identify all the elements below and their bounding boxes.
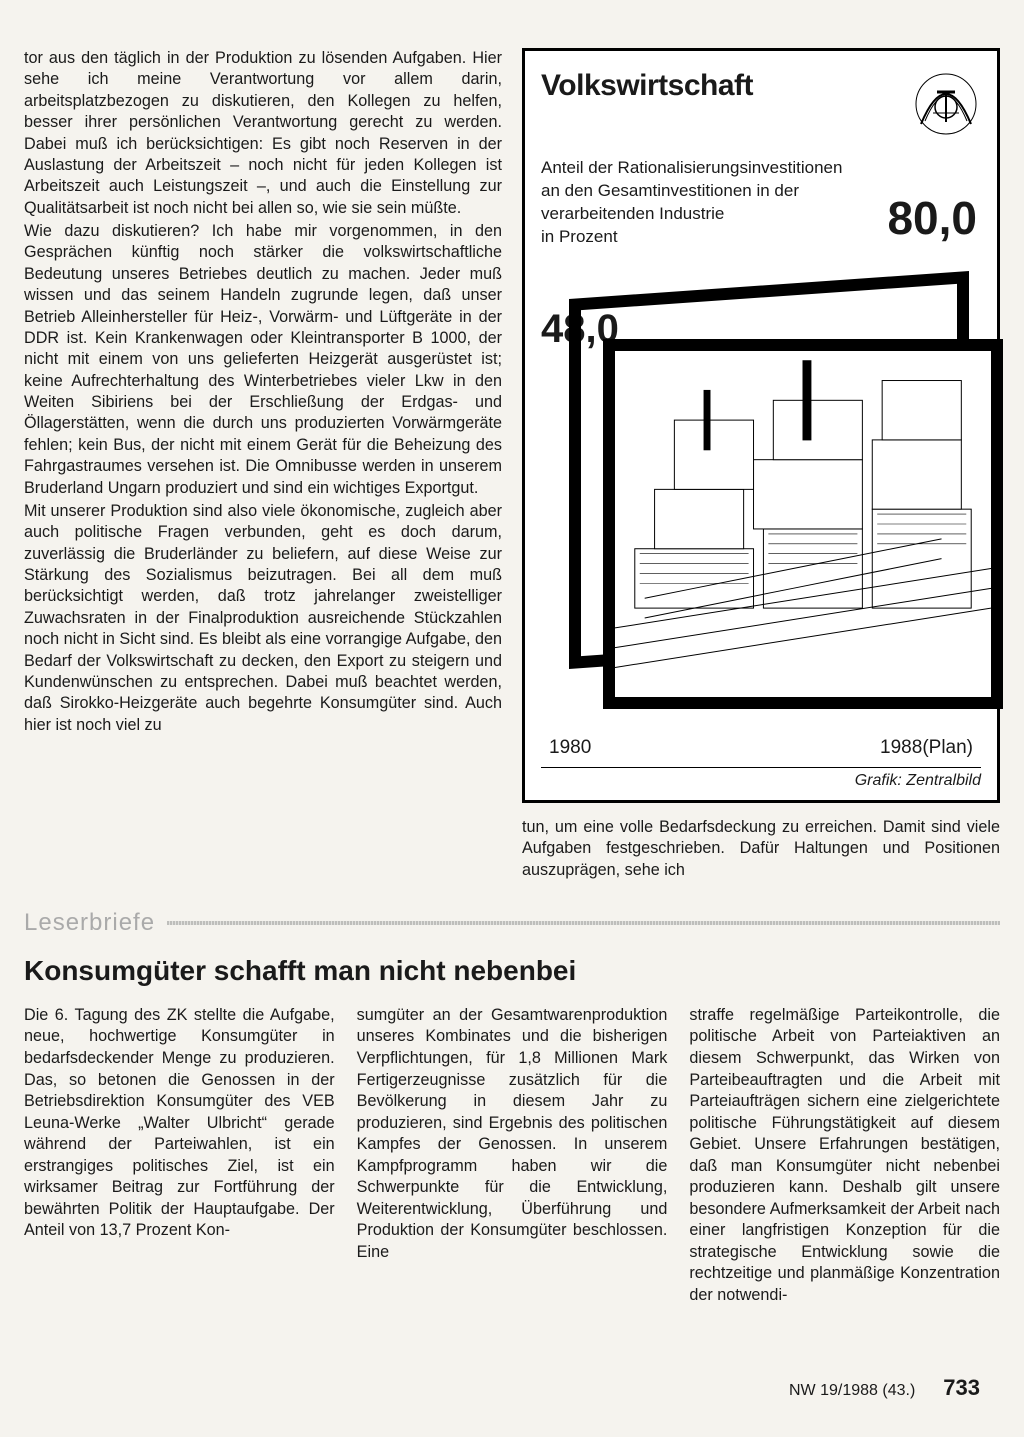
subtitle-line: Anteil der Rationalisierungsinvestitione… bbox=[541, 157, 981, 180]
issue-label: NW 19/1988 (43.) bbox=[789, 1382, 915, 1400]
state-emblem-icon bbox=[911, 69, 981, 139]
chart-frame-front bbox=[603, 339, 1003, 709]
page-number: 733 bbox=[943, 1375, 980, 1401]
letter-column-2: sumgüter an der Gesamtwarenproduktion un… bbox=[357, 1005, 668, 1307]
top-section: tor aus den täglich in der Produktion zu… bbox=[24, 48, 1000, 881]
chart-header: Volkswirtschaft bbox=[541, 69, 981, 139]
factory-illustration-icon bbox=[615, 351, 991, 697]
article-paragraph: Wie dazu diskutieren? Ich habe mir vorge… bbox=[24, 221, 502, 499]
chart-area: 48,0 bbox=[541, 269, 981, 729]
article-paragraph: tor aus den täglich in der Produktion zu… bbox=[24, 48, 502, 219]
article-left-column: tor aus den täglich in der Produktion zu… bbox=[24, 48, 502, 881]
chart-box: Volkswirtschaft Anteil der Rationalisier… bbox=[522, 48, 1000, 803]
chart-value-1988: 80,0 bbox=[887, 187, 977, 249]
year-right: 1988(Plan) bbox=[880, 737, 973, 759]
chart-title: Volkswirtschaft bbox=[541, 69, 753, 103]
year-left: 1980 bbox=[549, 737, 591, 759]
letter-column-1: Die 6. Tagung des ZK stellte die Aufgabe… bbox=[24, 1005, 335, 1307]
page-footer: NW 19/1988 (43.) 733 bbox=[789, 1375, 980, 1401]
divider-line-icon bbox=[167, 921, 1000, 925]
article-continuation: tun, um eine volle Bedarfsdeckung zu err… bbox=[522, 817, 1000, 881]
chart-subtitle: Anteil der Rationalisierungsinvestitione… bbox=[541, 157, 981, 249]
chart-credit: Grafik: Zentralbild bbox=[541, 767, 981, 790]
chart-year-row: 1980 1988(Plan) bbox=[541, 737, 981, 759]
section-divider: Leserbriefe bbox=[24, 909, 1000, 937]
letters-columns: Die 6. Tagung des ZK stellte die Aufgabe… bbox=[24, 1005, 1000, 1307]
letters-title: Konsumgüter schafft man nicht nebenbei bbox=[24, 955, 1000, 987]
right-column: Volkswirtschaft Anteil der Rationalisier… bbox=[522, 48, 1000, 881]
letter-column-3: straffe regelmäßige Parteikontrolle, die… bbox=[689, 1005, 1000, 1307]
section-label: Leserbriefe bbox=[24, 909, 155, 937]
article-paragraph: Mit unserer Produktion sind also viele ö… bbox=[24, 501, 502, 736]
